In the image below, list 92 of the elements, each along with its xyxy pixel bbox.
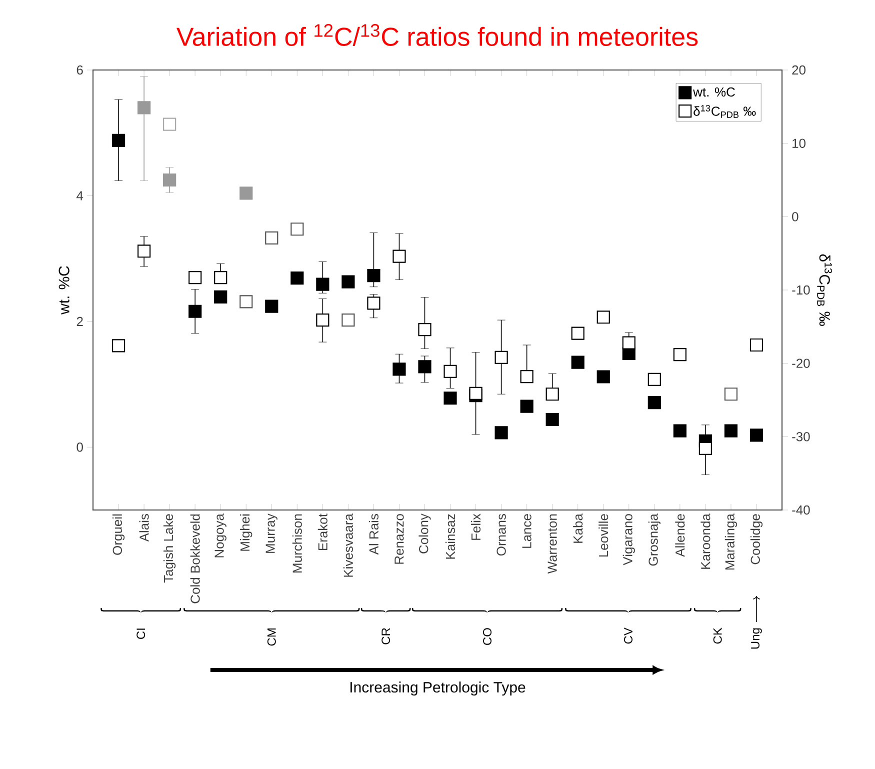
y-tick-label: 2 bbox=[76, 316, 83, 326]
point bbox=[520, 370, 534, 384]
x-tick-label: Lance bbox=[522, 514, 532, 548]
y2-tick-label: -10 bbox=[792, 285, 810, 295]
x-tick-label: Maralinga bbox=[724, 514, 738, 570]
point bbox=[418, 360, 432, 374]
point bbox=[367, 296, 380, 310]
point bbox=[290, 222, 304, 236]
x-tick-label: Vigarano bbox=[622, 514, 635, 566]
point bbox=[112, 134, 126, 147]
point bbox=[112, 339, 126, 352]
x-tick-label: Tagish Lake bbox=[163, 514, 176, 583]
x-tick-label: Nogoya bbox=[214, 514, 226, 558]
point bbox=[571, 356, 584, 369]
point bbox=[546, 412, 559, 426]
y2-tick-label: -20 bbox=[792, 358, 810, 368]
point bbox=[342, 314, 355, 327]
x-tick-label: Coolidge bbox=[750, 514, 763, 564]
point bbox=[444, 364, 457, 378]
y2-tick-label: -40 bbox=[792, 505, 810, 515]
point bbox=[367, 269, 380, 282]
y-axis-title: wt. %C bbox=[58, 266, 70, 314]
point bbox=[392, 362, 406, 376]
x-tick-label: Al Rais bbox=[368, 514, 378, 555]
point bbox=[444, 392, 457, 405]
y-tick-label: 4 bbox=[76, 191, 84, 200]
text: CR bbox=[382, 628, 390, 644]
x-tick-label: Ornans bbox=[496, 514, 506, 556]
x-tick-label: Colony bbox=[418, 514, 431, 554]
x-tick-label: Alais bbox=[139, 514, 149, 542]
point bbox=[392, 250, 406, 263]
point bbox=[724, 388, 738, 401]
point bbox=[520, 400, 534, 413]
y-tick-label: 6 bbox=[76, 65, 83, 75]
x-tick-label: Murray bbox=[266, 514, 278, 553]
x-tick-label: Renazzo bbox=[394, 514, 404, 564]
point bbox=[214, 290, 228, 304]
x-tick-label: Kainsaz bbox=[445, 514, 456, 559]
legend-label: δ$^{13}$C$_{PDB}$ ‰ bbox=[694, 104, 756, 118]
x-tick-label: Cold Bokkeveld bbox=[190, 514, 200, 604]
text: CK bbox=[713, 628, 722, 644]
text: CI bbox=[136, 628, 146, 639]
x-tick-label: Kivesvaara bbox=[343, 514, 353, 577]
text: CV bbox=[624, 628, 632, 644]
point bbox=[214, 270, 228, 284]
text: CO bbox=[483, 628, 492, 645]
point bbox=[750, 428, 764, 442]
x-tick-label: Erakot bbox=[318, 514, 328, 550]
x-tick-label: Mighei bbox=[240, 514, 252, 551]
point bbox=[418, 323, 432, 336]
chart-title: Variation of $^{12}$C/$^{13}$C ratios found in meteorites bbox=[176, 24, 698, 46]
y2-tick-label: -30 bbox=[792, 432, 810, 442]
y2-tick-label: 0 bbox=[792, 212, 798, 222]
point bbox=[290, 272, 304, 285]
point bbox=[342, 275, 355, 288]
point bbox=[316, 314, 330, 327]
point bbox=[698, 442, 712, 455]
x-tick-label: Warrenton bbox=[548, 514, 557, 574]
y2-tick-label: 10 bbox=[792, 138, 806, 148]
point bbox=[265, 231, 278, 244]
x-tick-label: Allende bbox=[675, 514, 685, 557]
x-tick-label: Karoonda bbox=[700, 514, 710, 569]
text: CM bbox=[267, 628, 276, 646]
text: Ung bbox=[751, 628, 762, 649]
point bbox=[188, 304, 202, 318]
text: Increasing Petrologic Type bbox=[350, 682, 526, 696]
point bbox=[240, 186, 253, 200]
point bbox=[494, 426, 508, 440]
x-tick-label: Leoville bbox=[598, 514, 608, 557]
point bbox=[163, 118, 176, 131]
point bbox=[673, 424, 686, 438]
point bbox=[163, 173, 176, 187]
point bbox=[596, 370, 610, 384]
point bbox=[494, 350, 508, 364]
point bbox=[240, 295, 253, 308]
legend-label: wt. %C bbox=[693, 87, 735, 97]
point bbox=[265, 300, 278, 313]
point bbox=[469, 386, 482, 400]
point bbox=[648, 396, 661, 410]
point bbox=[137, 244, 151, 258]
x-tick-label: Grosnaja bbox=[648, 514, 660, 566]
point bbox=[316, 278, 330, 291]
x-tick-label: Orgueil bbox=[112, 514, 125, 555]
x-tick-label: Felix bbox=[471, 514, 481, 540]
y2-tick-label: 20 bbox=[792, 65, 806, 75]
point bbox=[546, 388, 559, 401]
point bbox=[137, 101, 151, 114]
point bbox=[724, 424, 738, 438]
y2-axis-title: δ$^{13}$C$_{PDB}$ ‰ bbox=[817, 254, 832, 326]
x-tick-label: Kaba bbox=[573, 514, 583, 543]
x-tick-label: Murchison bbox=[292, 514, 302, 572]
y-tick-label: 0 bbox=[76, 442, 83, 452]
